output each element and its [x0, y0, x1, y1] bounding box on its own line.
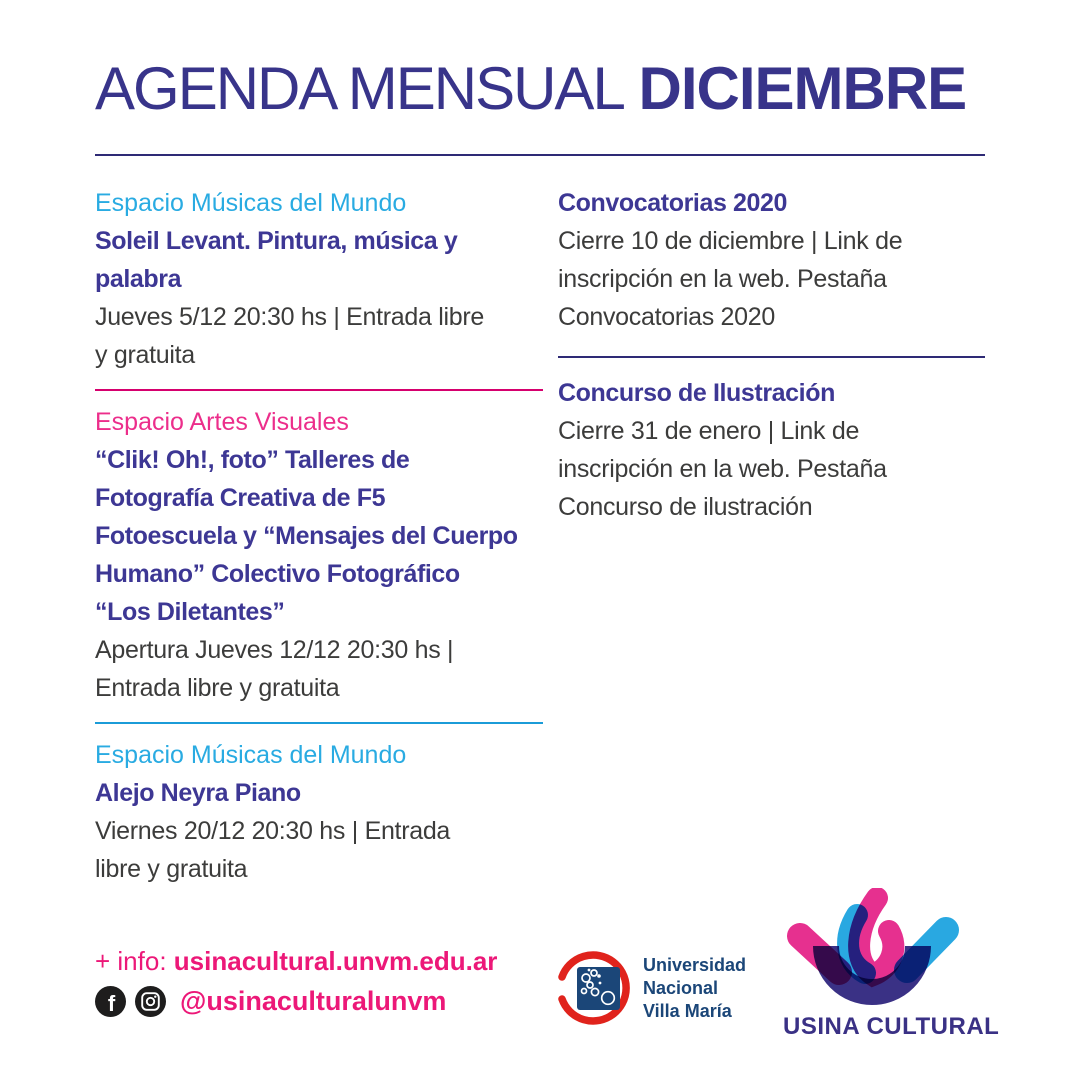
event-divider-pink: [95, 389, 543, 391]
announcement-title: Concurso de Ilustración: [558, 379, 835, 407]
website-link[interactable]: usinacultural.unvm.edu.ar: [173, 946, 498, 976]
facebook-icon[interactable]: f: [95, 986, 126, 1017]
event-title: Alejo Neyra Piano: [95, 779, 301, 807]
unvm-line-2: Nacional: [643, 977, 719, 998]
announcement-block-2: Concurso de Ilustración Cierre 31 de ene…: [558, 374, 985, 526]
instagram-icon[interactable]: [135, 986, 166, 1017]
unvm-line-3: Villa María: [643, 1000, 732, 1021]
usina-logo-icon: [787, 887, 959, 1005]
announcement-block-1: Convocatorias 2020 Cierre 10 de diciembr…: [558, 184, 985, 336]
event-space-label: Espacio Artes Visuales: [95, 408, 349, 436]
announcement-details: Cierre 31 de enero | Link de inscripción…: [558, 417, 887, 521]
event-space-label: Espacio Músicas del Mundo: [95, 741, 407, 769]
two-column-layout: Espacio Músicas del Mundo Soleil Levant.…: [95, 184, 985, 888]
announcement-title: Convocatorias 2020: [558, 189, 788, 217]
event-block-3: Espacio Músicas del Mundo Alejo Neyra Pi…: [95, 736, 543, 888]
announcement-divider: [558, 356, 985, 358]
usina-logo-label: USINA CULTURAL: [783, 1013, 1000, 1040]
event-block-2: Espacio Artes Visuales “Clik! Oh!, foto”…: [95, 403, 543, 707]
event-block-1: Espacio Músicas del Mundo Soleil Levant.…: [95, 184, 543, 374]
contact-info: + info: usinacultural.unvm.edu.ar f @usi…: [95, 946, 497, 1017]
announcements-column: Convocatorias 2020 Cierre 10 de diciembr…: [558, 184, 985, 888]
info-prefix: + info:: [95, 946, 174, 976]
unvm-logo-text: Universidad Nacional Villa María: [643, 954, 746, 1023]
page-title: AGENDA MENSUAL DICIEMBRE: [95, 59, 985, 119]
instagram-handle[interactable]: @usinaculturalunvm: [180, 986, 447, 1016]
event-divider-cyan: [95, 722, 543, 724]
main-content: AGENDA MENSUAL DICIEMBRE Espacio Músicas…: [95, 59, 985, 888]
title-divider: [95, 154, 985, 156]
usina-cultural-logo: USINA CULTURAL: [783, 887, 1000, 1041]
event-space-label: Espacio Músicas del Mundo: [95, 189, 407, 217]
website-line: + info: usinacultural.unvm.edu.ar: [95, 946, 497, 977]
unvm-logo-icon: [558, 951, 630, 1025]
title-light: AGENDA MENSUAL: [95, 55, 626, 122]
announcement-details: Cierre 10 de diciembre | Link de inscrip…: [558, 227, 903, 331]
events-column: Espacio Músicas del Mundo Soleil Levant.…: [95, 184, 543, 888]
unvm-logo: Universidad Nacional Villa María: [552, 946, 746, 1030]
event-details: Jueves 5/12 20:30 hs | Entrada libre y g…: [95, 303, 485, 369]
social-line: f @usinaculturalunvm: [95, 986, 497, 1017]
event-title: “Clik! Oh!, foto” Talleres de Fotografía…: [95, 446, 518, 626]
event-details: Apertura Jueves 12/12 20:30 hs | Entrada…: [95, 636, 454, 702]
event-details: Viernes 20/12 20:30 hs | Entrada libre y…: [95, 817, 451, 883]
title-month: DICIEMBRE: [638, 55, 968, 122]
event-title: Soleil Levant. Pintura, música y palabra: [95, 227, 458, 293]
unvm-line-1: Universidad: [643, 954, 747, 975]
